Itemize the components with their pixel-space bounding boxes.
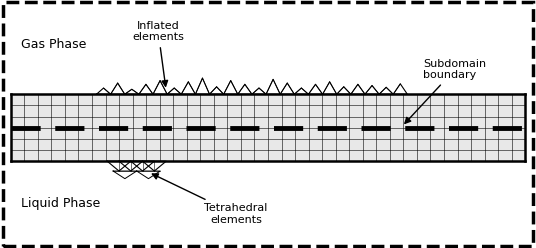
Text: Inflated
elements: Inflated elements xyxy=(132,21,184,86)
Text: Gas Phase: Gas Phase xyxy=(21,38,87,51)
Text: Subdomain
boundary: Subdomain boundary xyxy=(405,59,487,123)
Text: Tetrahedral
elements: Tetrahedral elements xyxy=(152,174,267,225)
Bar xyxy=(11,94,525,161)
Text: Liquid Phase: Liquid Phase xyxy=(21,197,101,210)
